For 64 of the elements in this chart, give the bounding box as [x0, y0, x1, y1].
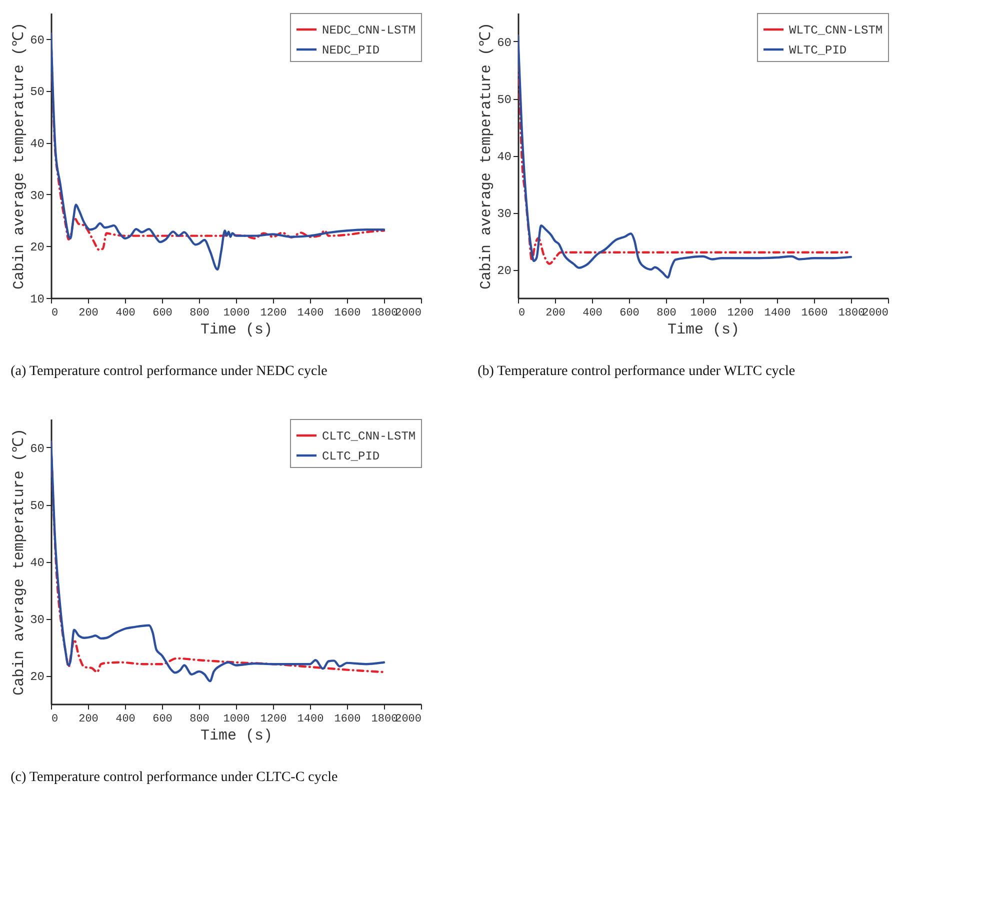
text: (b) Temperature control performance under WLTC cycle [478, 364, 796, 379]
y-tick-label: 60 [30, 33, 44, 48]
y-tick-label: 10 [30, 292, 44, 306]
x-tick-label: 800 [656, 308, 676, 320]
y-tick-label: 20 [497, 264, 512, 278]
y-tick-label: 50 [30, 499, 44, 513]
y-tick-label: 60 [30, 442, 44, 456]
x-axis-title: Time (s) [200, 322, 273, 338]
x-tick-label: 400 [116, 308, 136, 320]
y-tick-label: 40 [30, 556, 44, 570]
y-tick-label: 50 [497, 93, 512, 107]
y-tick-label: 60 [497, 36, 512, 50]
y-tick-label: 40 [30, 137, 44, 152]
x-tick-label: 1200 [260, 308, 287, 320]
legend-label: NEDC_PID [322, 44, 380, 58]
legend-label: CLTC_CNN-LSTM [322, 430, 416, 444]
y-axis-title: Cabin average temperature (℃) [11, 22, 28, 290]
legend-label: NEDC_CNN-LSTM [322, 24, 416, 38]
y-tick-label: 30 [497, 207, 512, 221]
y-tick-label: 20 [30, 670, 44, 684]
x-tick-label: 400 [582, 308, 602, 320]
x-tick-label: 0 [518, 308, 526, 320]
x-tick-label: 1800 [371, 308, 398, 320]
x-tick-label: 1200 [727, 308, 754, 320]
x-tick-label: 1800 [371, 714, 398, 726]
y-tick-label: 30 [30, 613, 44, 627]
x-tick-label: 2000 [862, 308, 888, 320]
x-axis-title: Time (s) [667, 322, 740, 338]
y-tick-label: 20 [30, 240, 44, 255]
y-tick-label: 40 [497, 150, 512, 164]
x-tick-label: 1800 [838, 308, 865, 320]
y-axis-title: Cabin average temperature (℃) [11, 428, 28, 696]
x-tick-label: 600 [152, 308, 172, 320]
x-tick-label: 1000 [690, 308, 717, 320]
x-axis-title: Time (s) [200, 728, 273, 744]
x-tick-label: 1600 [801, 308, 828, 320]
x-tick-label: 1400 [297, 714, 324, 726]
x-tick-label: 0 [52, 714, 58, 726]
x-tick-label: 800 [190, 714, 210, 726]
x-tick-label: 1200 [260, 714, 287, 726]
x-tick-label: 400 [116, 714, 136, 726]
text: (c) Temperature control performance under CLTC-C cycle [10, 770, 338, 785]
x-tick-label: 1000 [223, 308, 250, 320]
x-tick-label: 200 [78, 308, 98, 320]
x-tick-label: 1000 [223, 714, 250, 726]
x-tick-label: 200 [546, 308, 566, 320]
y-tick-label: 30 [30, 188, 44, 203]
legend-label: WLTC_PID [789, 44, 847, 58]
x-tick-label: 600 [620, 308, 640, 320]
y-axis-title: Cabin average temperature (℃) [478, 22, 496, 290]
x-tick-label: 1600 [334, 714, 361, 726]
legend-label: CLTC_PID [322, 450, 380, 464]
y-tick-label: 50 [30, 85, 44, 100]
x-tick-label: 1400 [297, 308, 324, 320]
x-tick-label: 2000 [395, 308, 422, 320]
text: (a) Temperature control performance under NEDC cycle [10, 364, 328, 379]
x-tick-label: 600 [152, 714, 172, 726]
x-tick-label: 1600 [334, 308, 361, 320]
x-tick-label: 2000 [395, 714, 422, 726]
x-tick-label: 1400 [764, 308, 791, 320]
x-tick-label: 200 [78, 714, 98, 726]
x-tick-label: 800 [190, 308, 210, 320]
legend-label: WLTC_CNN-LSTM [789, 24, 883, 38]
x-tick-label: 0 [52, 308, 58, 320]
